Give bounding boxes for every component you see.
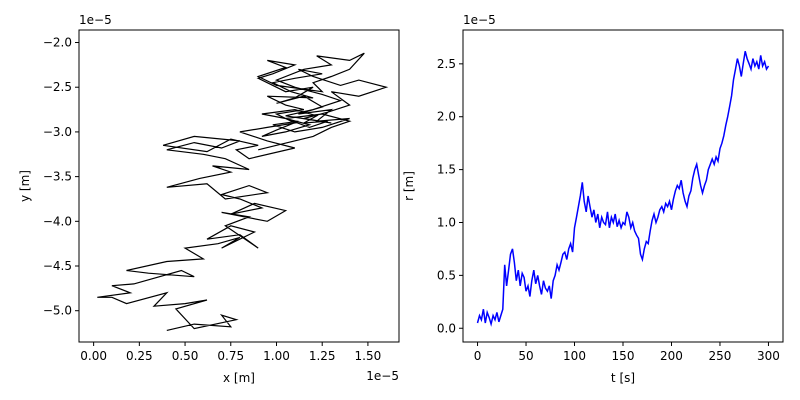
trajectory-x-tick-label: 0.25	[126, 349, 153, 363]
distance-x-tick-label: 150	[612, 349, 635, 363]
trajectory-y-axis-label: y [m]	[18, 170, 32, 202]
trajectory-y-tick-label: −4.0	[43, 214, 72, 228]
distance-y-tick-label: 1.0	[437, 215, 456, 229]
distance-ticks: 0 50 100 150 200 250 300 0.0 0.5 1.0 1.5 2.0 2.5	[437, 57, 780, 363]
distance-line	[476, 51, 770, 327]
distance-x-tick-label: 50	[518, 349, 533, 363]
trajectory-x-tick-label: 0.75	[217, 349, 244, 363]
distance-y-tick-label: 0.0	[437, 321, 456, 335]
distance-axes-frame	[462, 29, 784, 343]
distance-y-tick-label: 2.0	[437, 110, 456, 124]
trajectory-line	[97, 52, 389, 331]
trajectory-y-tick-label: −2.0	[43, 36, 72, 50]
trajectory-x-offset-label: 1e−5	[366, 369, 399, 383]
trajectory-ticks: 0.00 0.25 0.50 0.75 1.00 1.25 1.50 −5.0 −4.5 −4.0…	[43, 36, 381, 363]
trajectory-x-tick-label: 1.00	[263, 349, 290, 363]
trajectory-y-tick-label: −3.0	[43, 125, 72, 139]
distance-x-tick-label: 250	[709, 349, 732, 363]
trajectory-y-offset-label: 1e−5	[79, 13, 112, 27]
distance-x-tick-label: 200	[660, 349, 683, 363]
trajectory-chart: 0.00 0.25 0.50 0.75 1.00 1.25 1.50 −5.0 −4.5 −4.0…	[18, 13, 400, 385]
trajectory-x-tick-label: 0.00	[80, 349, 107, 363]
distance-x-tick-label: 300	[757, 349, 780, 363]
trajectory-y-tick-label: −4.5	[43, 259, 72, 273]
distance-y-axis-label: r [m]	[402, 171, 416, 201]
distance-x-tick-label: 100	[563, 349, 586, 363]
distance-y-tick-label: 2.5	[437, 57, 456, 71]
trajectory-y-tick-label: −3.5	[43, 170, 72, 184]
distance-y-offset-label: 1e−5	[463, 13, 496, 27]
trajectory-x-tick-label: 1.50	[355, 349, 382, 363]
distance-chart: 0 50 100 150 200 250 300 0.0 0.5 1.0 1.5 2.0 2.5 t […	[402, 13, 784, 385]
trajectory-x-tick-label: 0.50	[172, 349, 199, 363]
distance-y-tick-label: 1.5	[437, 163, 456, 177]
trajectory-x-axis-label: x [m]	[223, 371, 255, 385]
distance-y-tick-label: 0.5	[437, 268, 456, 282]
trajectory-axes-frame	[78, 29, 400, 343]
distance-x-tick-label: 0	[474, 349, 482, 363]
distance-x-axis-label: t [s]	[611, 371, 635, 385]
trajectory-x-tick-label: 1.25	[309, 349, 336, 363]
trajectory-y-tick-label: −5.0	[43, 304, 72, 318]
trajectory-y-tick-label: −2.5	[43, 80, 72, 94]
